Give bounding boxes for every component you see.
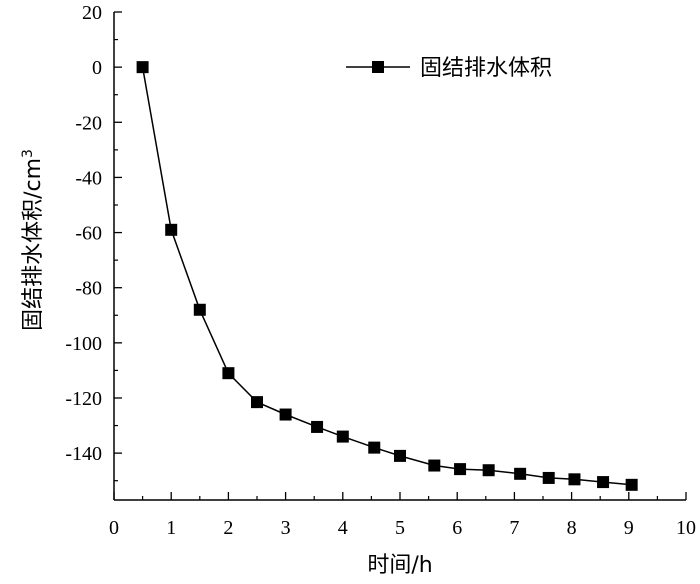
data-point	[482, 464, 495, 477]
y-axis-title-superscript: 3	[20, 149, 36, 158]
y-axis-title: 固结排水体积/cm3	[20, 149, 46, 331]
data-point	[165, 223, 178, 236]
data-point	[597, 476, 610, 489]
data-point	[368, 441, 381, 454]
legend-marker	[372, 61, 384, 73]
data-point	[625, 478, 638, 491]
data-point	[568, 473, 581, 486]
x-tick-label: 1	[166, 517, 176, 539]
x-tick-label: 3	[281, 517, 291, 539]
x-tick-label: 2	[223, 517, 233, 539]
y-axis-ticks: 20 0 -20 -40 -60 -80 -100 -120 -140	[65, 2, 122, 482]
y-tick-label: -40	[75, 167, 102, 189]
data-point	[454, 463, 467, 476]
y-tick-label: 20	[82, 2, 102, 24]
data-point	[251, 396, 263, 409]
x-tick-label: 5	[395, 517, 405, 539]
y-axis-title-main: 固结排水体积/cm	[21, 158, 46, 331]
x-axis-ticks: 0 1 2 3 4 5 6 7 8 9 10	[109, 492, 696, 539]
data-point	[222, 367, 235, 380]
series-layer	[136, 61, 638, 491]
data-point	[279, 408, 292, 421]
data-point	[428, 459, 441, 472]
y-tick-label: -80	[75, 278, 102, 300]
x-tick-label: 8	[567, 517, 577, 539]
y-tick-label: 0	[92, 57, 102, 79]
data-point	[336, 430, 349, 443]
x-axis-title: 时间/h	[367, 553, 432, 578]
x-tick-label: 4	[338, 517, 348, 539]
x-tick-label: 10	[676, 517, 696, 539]
y-tick-label: -120	[65, 388, 102, 410]
x-tick-label: 9	[624, 517, 634, 539]
x-tick-label: 7	[509, 517, 519, 539]
y-tick-label: -60	[75, 223, 102, 245]
series-line	[141, 66, 632, 486]
data-point	[542, 471, 555, 484]
y-tick-label: -100	[65, 333, 102, 355]
x-tick-label: 0	[109, 517, 119, 539]
data-point	[136, 61, 149, 74]
legend: 固结排水体积	[346, 56, 552, 81]
data-point	[514, 467, 527, 480]
legend-label: 固结排水体积	[420, 56, 552, 81]
axes	[113, 12, 686, 501]
data-point	[394, 449, 406, 462]
data-point	[193, 303, 206, 316]
y-tick-label: -20	[75, 112, 102, 134]
y-tick-label: -140	[65, 443, 102, 465]
data-point	[311, 420, 324, 433]
x-tick-label: 6	[452, 517, 462, 539]
